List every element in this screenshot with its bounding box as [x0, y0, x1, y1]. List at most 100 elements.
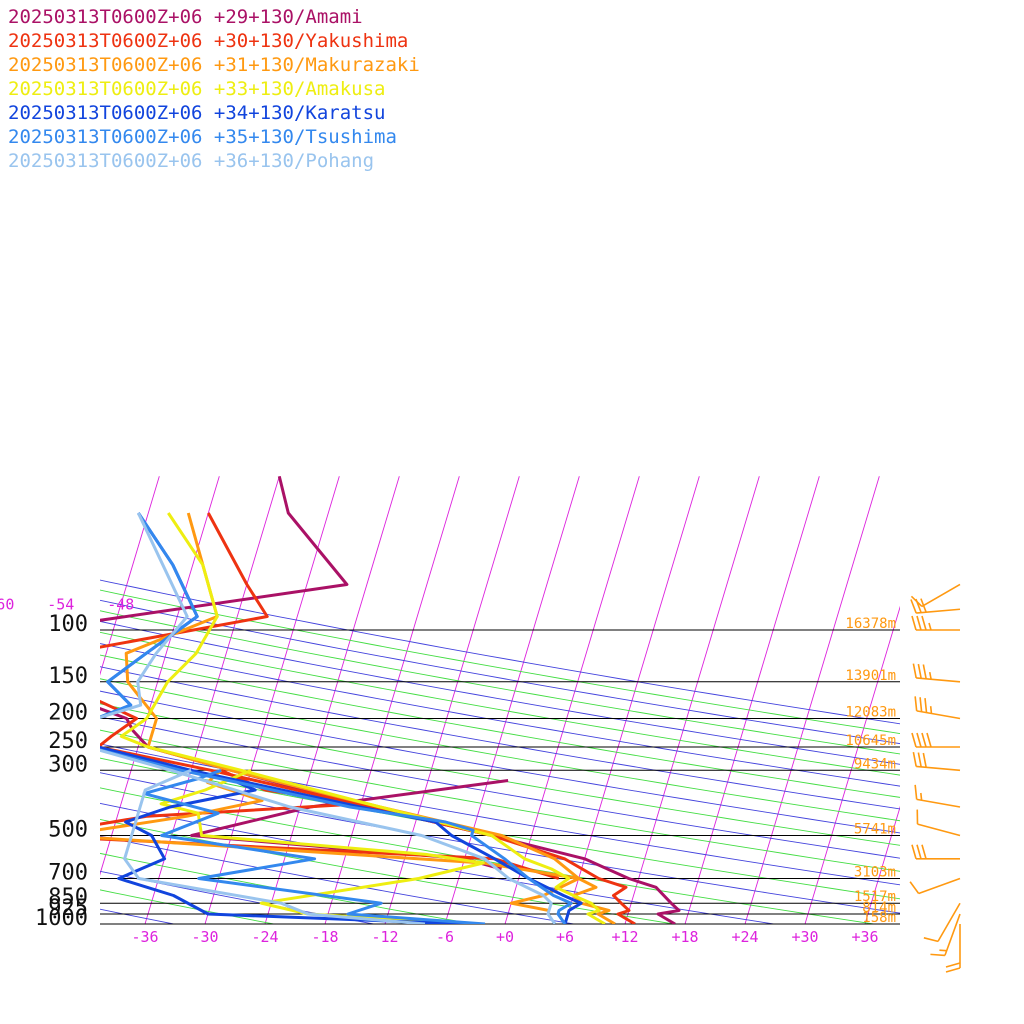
barb-feather	[916, 732, 922, 748]
barb-feather	[915, 598, 922, 613]
height-label: 3103m	[854, 864, 896, 880]
x-tick-label: -18	[311, 928, 338, 946]
barb-staff	[916, 608, 961, 614]
barb-feather	[921, 844, 927, 859]
adiabat-line	[100, 579, 900, 725]
isotherm-line	[804, 605, 900, 924]
temperature-line-5	[100, 512, 573, 924]
barb-half-feather	[928, 622, 932, 631]
barb-staff	[918, 877, 961, 895]
adiabat-line	[100, 889, 274, 924]
adiabat-line	[100, 678, 900, 822]
x-tick-label: +0	[496, 928, 514, 946]
barb-feather	[945, 967, 961, 973]
x-tick-label: -30	[191, 928, 218, 946]
barb-half-feather	[920, 792, 923, 801]
legend-entry: 20250313T0600Z+06 +35+130/Tsushima	[8, 126, 397, 148]
barb-feather	[916, 615, 922, 631]
adiabat-line	[100, 835, 574, 924]
adiabat-line	[100, 787, 874, 924]
barb-half-feather	[929, 706, 933, 714]
isotherm-line	[204, 476, 340, 924]
isotherm-line	[100, 476, 160, 676]
barb-feather	[930, 953, 946, 957]
barb-staff	[917, 823, 961, 837]
dewpoint-line-5	[142, 768, 486, 924]
pressure-tick-label: 250	[48, 729, 88, 754]
height-label: 13901m	[845, 668, 896, 684]
pressure-tick-label: 150	[48, 664, 88, 689]
barb-half-feather	[939, 949, 947, 952]
barb-feather	[924, 698, 928, 713]
x-tick-label: -6	[436, 928, 454, 946]
adiabat-line	[100, 610, 900, 755]
isotherm-line	[925, 476, 1024, 924]
legend-entry: 20250313T0600Z+06 +36+130/Pohang	[8, 150, 375, 172]
wind-barb	[914, 696, 961, 720]
legend-entry: 20250313T0600Z+06 +34+130/Karatsu	[8, 102, 386, 124]
height-label: 5741m	[854, 821, 896, 837]
wind-barb	[945, 924, 961, 973]
dewpoint-line-3	[159, 768, 485, 924]
barb-feather	[911, 615, 917, 631]
isotherm-line	[504, 476, 640, 924]
adiabat-line	[100, 643, 900, 787]
wind-barb	[910, 583, 961, 608]
legend-entry: 20250313T0600Z+06 +30+130/Yakushima	[8, 30, 409, 52]
wind-barb	[912, 751, 961, 772]
isotherm-label: -60	[0, 596, 14, 614]
height-label: 158m	[862, 910, 896, 926]
barb-feather	[920, 598, 927, 613]
barb-feather	[911, 732, 917, 748]
wind-barb	[910, 598, 961, 614]
legend-entry: 20250313T0600Z+06 +29+130/Amami	[8, 6, 363, 28]
barb-feather	[914, 696, 918, 711]
isotherm-line	[985, 476, 1024, 924]
pressure-tick-label: 300	[48, 752, 88, 777]
x-tick-label: +30	[791, 928, 818, 946]
x-tick-label: -24	[251, 928, 278, 946]
height-label: 16378m	[845, 616, 896, 632]
adiabat-line	[100, 757, 900, 900]
height-label: 9434m	[854, 756, 896, 772]
adiabat-line	[100, 599, 900, 745]
adiabat-line	[100, 620, 900, 765]
x-tick-label: +12	[611, 928, 638, 946]
barb-feather	[912, 663, 917, 679]
wind-barb	[930, 913, 961, 957]
pressure-tick-label: 500	[48, 817, 88, 842]
isotherm-line	[100, 476, 220, 876]
wind-barb	[916, 809, 961, 837]
isotherm-line	[444, 476, 580, 924]
barb-feather	[910, 599, 917, 614]
barb-feather	[922, 752, 927, 768]
height-label: 814m	[862, 900, 896, 916]
legend-entry: 20250313T0600Z+06 +31+130/Makurazaki	[8, 54, 420, 76]
adiabat-line	[100, 716, 900, 859]
x-tick-label: -36	[131, 928, 158, 946]
profiles	[100, 475, 681, 924]
adiabat-line	[100, 690, 900, 834]
isotherm-line	[864, 805, 900, 924]
barb-feather	[945, 962, 961, 968]
pressure-tick-label: 1000	[35, 906, 88, 931]
isotherm-line	[0, 476, 39, 924]
height-label: 10645m	[845, 733, 896, 749]
isobars	[100, 629, 900, 925]
barb-feather	[917, 663, 922, 679]
adiabat-line	[100, 743, 900, 886]
barb-feather	[911, 844, 917, 859]
wind-barb	[912, 663, 961, 683]
x-tick-label: +18	[671, 928, 698, 946]
isotherm-label: -48	[107, 596, 134, 614]
barb-feather	[916, 844, 922, 859]
dewpoint-line-6	[123, 768, 426, 924]
wind-barb	[909, 877, 961, 895]
height-label: 12083m	[845, 705, 896, 721]
barb-feather	[917, 752, 922, 768]
barb-feather	[926, 732, 932, 748]
isotherm-line	[744, 476, 880, 924]
barb-feather	[919, 697, 923, 712]
dewpoint-line-4	[117, 781, 466, 924]
